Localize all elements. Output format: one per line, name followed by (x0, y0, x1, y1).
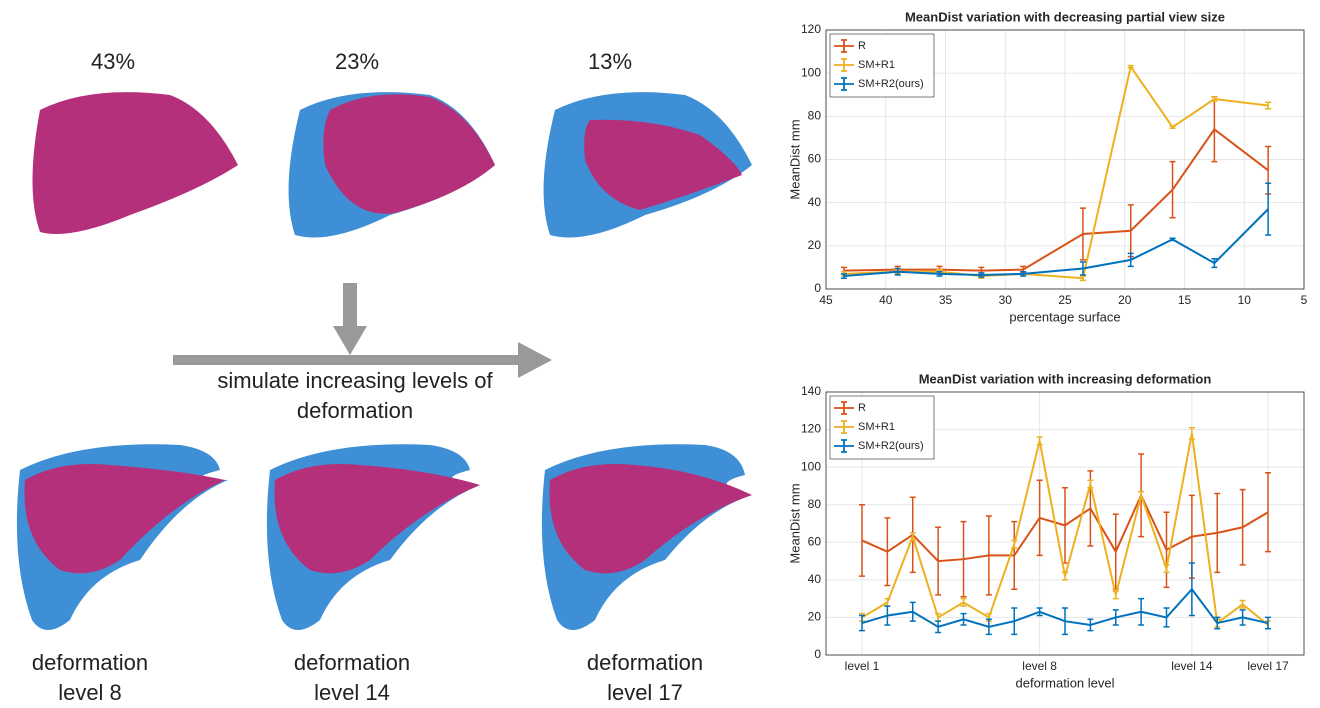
x-tick-label: level 1 (845, 659, 880, 673)
x-axis-label: deformation level (1016, 675, 1115, 690)
legend-label: SM+R2(ours) (858, 440, 924, 452)
x-tick-label: 20 (1118, 293, 1132, 307)
y-tick-label: 20 (808, 610, 822, 624)
y-tick-label: 60 (808, 534, 822, 548)
x-tick-label: 30 (999, 293, 1013, 307)
y-tick-label: 140 (801, 384, 821, 398)
y-tick-label: 40 (808, 195, 822, 209)
x-tick-label: 5 (1301, 293, 1308, 307)
view-label: 13% (560, 47, 660, 77)
legend-label: SM+R1 (858, 421, 895, 433)
x-tick-label: level 14 (1171, 659, 1213, 673)
figure-art (0, 0, 780, 697)
x-tick-label: 45 (819, 293, 833, 307)
liver-def-8 (17, 444, 228, 630)
y-axis-label: MeanDist mm (787, 483, 802, 563)
y-tick-label: 120 (801, 22, 821, 36)
page: 43% 23% 13% simulate increasing levels o… (0, 0, 1320, 697)
arrow-label: simulate increasing levels of deformatio… (185, 366, 525, 426)
y-tick-label: 80 (808, 109, 822, 123)
x-tick-label: 35 (939, 293, 953, 307)
x-tick-label: 40 (879, 293, 893, 307)
y-tick-label: 40 (808, 572, 822, 586)
x-tick-label: 10 (1238, 293, 1252, 307)
liver-23 (289, 92, 495, 237)
y-tick-label: 0 (814, 647, 821, 661)
liver-def-14 (267, 444, 480, 630)
chart: 0 20 40 60 80 100 120 140 level 1 level 8 level 14… (780, 340, 1320, 697)
chart-title: MeanDist variation with increasing defor… (919, 371, 1212, 386)
chart-title: MeanDist variation with decreasing parti… (905, 9, 1225, 24)
view-label: 23% (307, 47, 407, 77)
deformation-label: deformation level 8 (10, 648, 170, 708)
x-tick-label: level 8 (1022, 659, 1057, 673)
legend-label: R (858, 40, 866, 52)
deformation-label: deformation level 17 (565, 648, 725, 708)
deformation-label: deformation level 14 (272, 648, 432, 708)
x-axis-label: percentage surface (1009, 309, 1120, 324)
y-tick-label: 100 (801, 459, 821, 473)
x-tick-label: 25 (1058, 293, 1072, 307)
chart: 02040608010012045403530252015105MeanDist… (780, 0, 1320, 340)
x-tick-label: 15 (1178, 293, 1192, 307)
view-label: 43% (63, 47, 163, 77)
y-tick-label: 60 (808, 152, 822, 166)
liver-def-17 (542, 444, 752, 630)
liver-13 (544, 92, 752, 237)
y-tick-label: 100 (801, 65, 821, 79)
y-axis-label: MeanDist mm (787, 119, 802, 199)
legend-label: SM+R2(ours) (858, 78, 924, 90)
y-tick-label: 120 (801, 422, 821, 436)
liver-43 (33, 92, 239, 234)
legend-label: SM+R1 (858, 59, 895, 71)
y-tick-label: 20 (808, 238, 822, 252)
x-tick-label: level 17 (1247, 659, 1289, 673)
arrows (173, 283, 552, 378)
legend-label: R (858, 402, 866, 414)
y-tick-label: 80 (808, 497, 822, 511)
